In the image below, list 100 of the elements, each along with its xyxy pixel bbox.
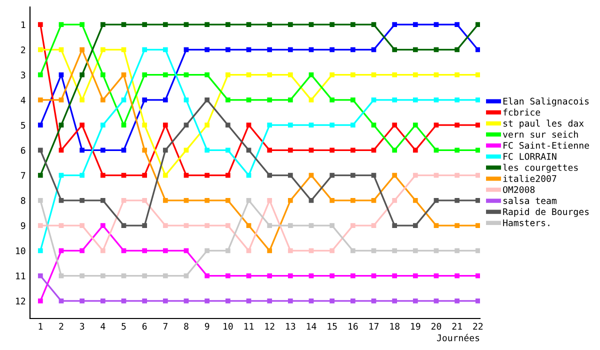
point <box>225 273 230 278</box>
point <box>58 148 64 153</box>
y-tick-label: 11 <box>16 272 26 280</box>
y-tick-label: 3 <box>21 72 26 78</box>
point <box>454 198 460 203</box>
point <box>454 148 460 153</box>
point <box>121 273 126 278</box>
point <box>330 172 335 178</box>
point <box>38 122 43 128</box>
point <box>308 172 314 178</box>
point <box>204 72 210 78</box>
x-tick-label: 9 <box>204 322 210 330</box>
point <box>38 198 43 203</box>
point <box>350 198 356 203</box>
point <box>475 47 480 52</box>
point <box>58 172 64 178</box>
point <box>454 47 460 52</box>
point <box>204 223 210 228</box>
x-tick-label: 22 <box>473 322 483 330</box>
point <box>204 47 210 52</box>
point <box>330 98 335 102</box>
point <box>475 122 480 128</box>
point <box>100 72 106 78</box>
point <box>142 248 148 254</box>
point <box>121 148 126 153</box>
point <box>142 298 148 304</box>
point <box>350 223 356 228</box>
point <box>38 72 43 78</box>
point <box>80 273 85 278</box>
x-tick-label: 16 <box>348 322 358 330</box>
legend-label: st paul les dax <box>503 120 584 128</box>
point <box>246 122 252 128</box>
point <box>121 223 126 228</box>
legend-label: OM2008 <box>503 186 535 194</box>
legend-label: vern sur seich <box>502 130 578 138</box>
point <box>454 122 460 128</box>
point <box>392 298 398 304</box>
point <box>412 198 418 203</box>
point <box>308 72 314 78</box>
x-tick-label: 12 <box>265 322 274 330</box>
point <box>58 223 64 228</box>
point <box>392 22 398 28</box>
point <box>267 98 272 102</box>
point <box>392 148 398 153</box>
point <box>412 72 418 78</box>
x-tick-label: 18 <box>390 322 400 330</box>
point <box>58 298 64 304</box>
point <box>58 248 64 254</box>
point <box>246 273 252 278</box>
point <box>225 298 230 304</box>
point <box>350 98 356 102</box>
x-tick-label: 14 <box>306 322 316 330</box>
point <box>371 273 376 278</box>
point <box>80 22 85 28</box>
point <box>121 172 126 178</box>
point <box>80 248 85 254</box>
point <box>246 22 252 28</box>
point <box>330 198 335 203</box>
point <box>371 298 376 304</box>
point <box>38 248 43 254</box>
point <box>121 122 126 128</box>
point <box>225 172 230 178</box>
point <box>454 172 460 178</box>
point <box>246 298 252 304</box>
point <box>371 198 376 203</box>
point <box>184 172 189 178</box>
point <box>184 47 189 52</box>
point <box>121 198 126 203</box>
point <box>267 298 272 304</box>
point <box>58 122 64 128</box>
point <box>100 47 106 52</box>
point <box>225 22 230 28</box>
x-tick-label: 1 <box>38 322 43 330</box>
point <box>267 47 272 52</box>
point <box>162 22 168 28</box>
point <box>80 47 85 52</box>
y-tick-label: 4 <box>20 96 26 104</box>
point <box>58 22 64 28</box>
point <box>434 273 439 278</box>
point <box>142 72 148 78</box>
point <box>288 248 293 254</box>
point <box>184 122 189 128</box>
point <box>162 298 168 304</box>
point <box>100 248 106 254</box>
legend-label: fcbrice <box>503 108 540 116</box>
point <box>142 47 148 52</box>
point <box>204 148 210 153</box>
point <box>308 248 314 254</box>
point <box>100 148 106 153</box>
point <box>288 122 293 128</box>
point <box>371 122 376 128</box>
point <box>412 273 418 278</box>
point <box>330 122 335 128</box>
point <box>246 248 252 254</box>
point <box>288 172 293 178</box>
point <box>162 223 168 228</box>
point <box>100 223 106 228</box>
point <box>475 198 480 203</box>
point <box>142 223 148 228</box>
point <box>142 122 148 128</box>
